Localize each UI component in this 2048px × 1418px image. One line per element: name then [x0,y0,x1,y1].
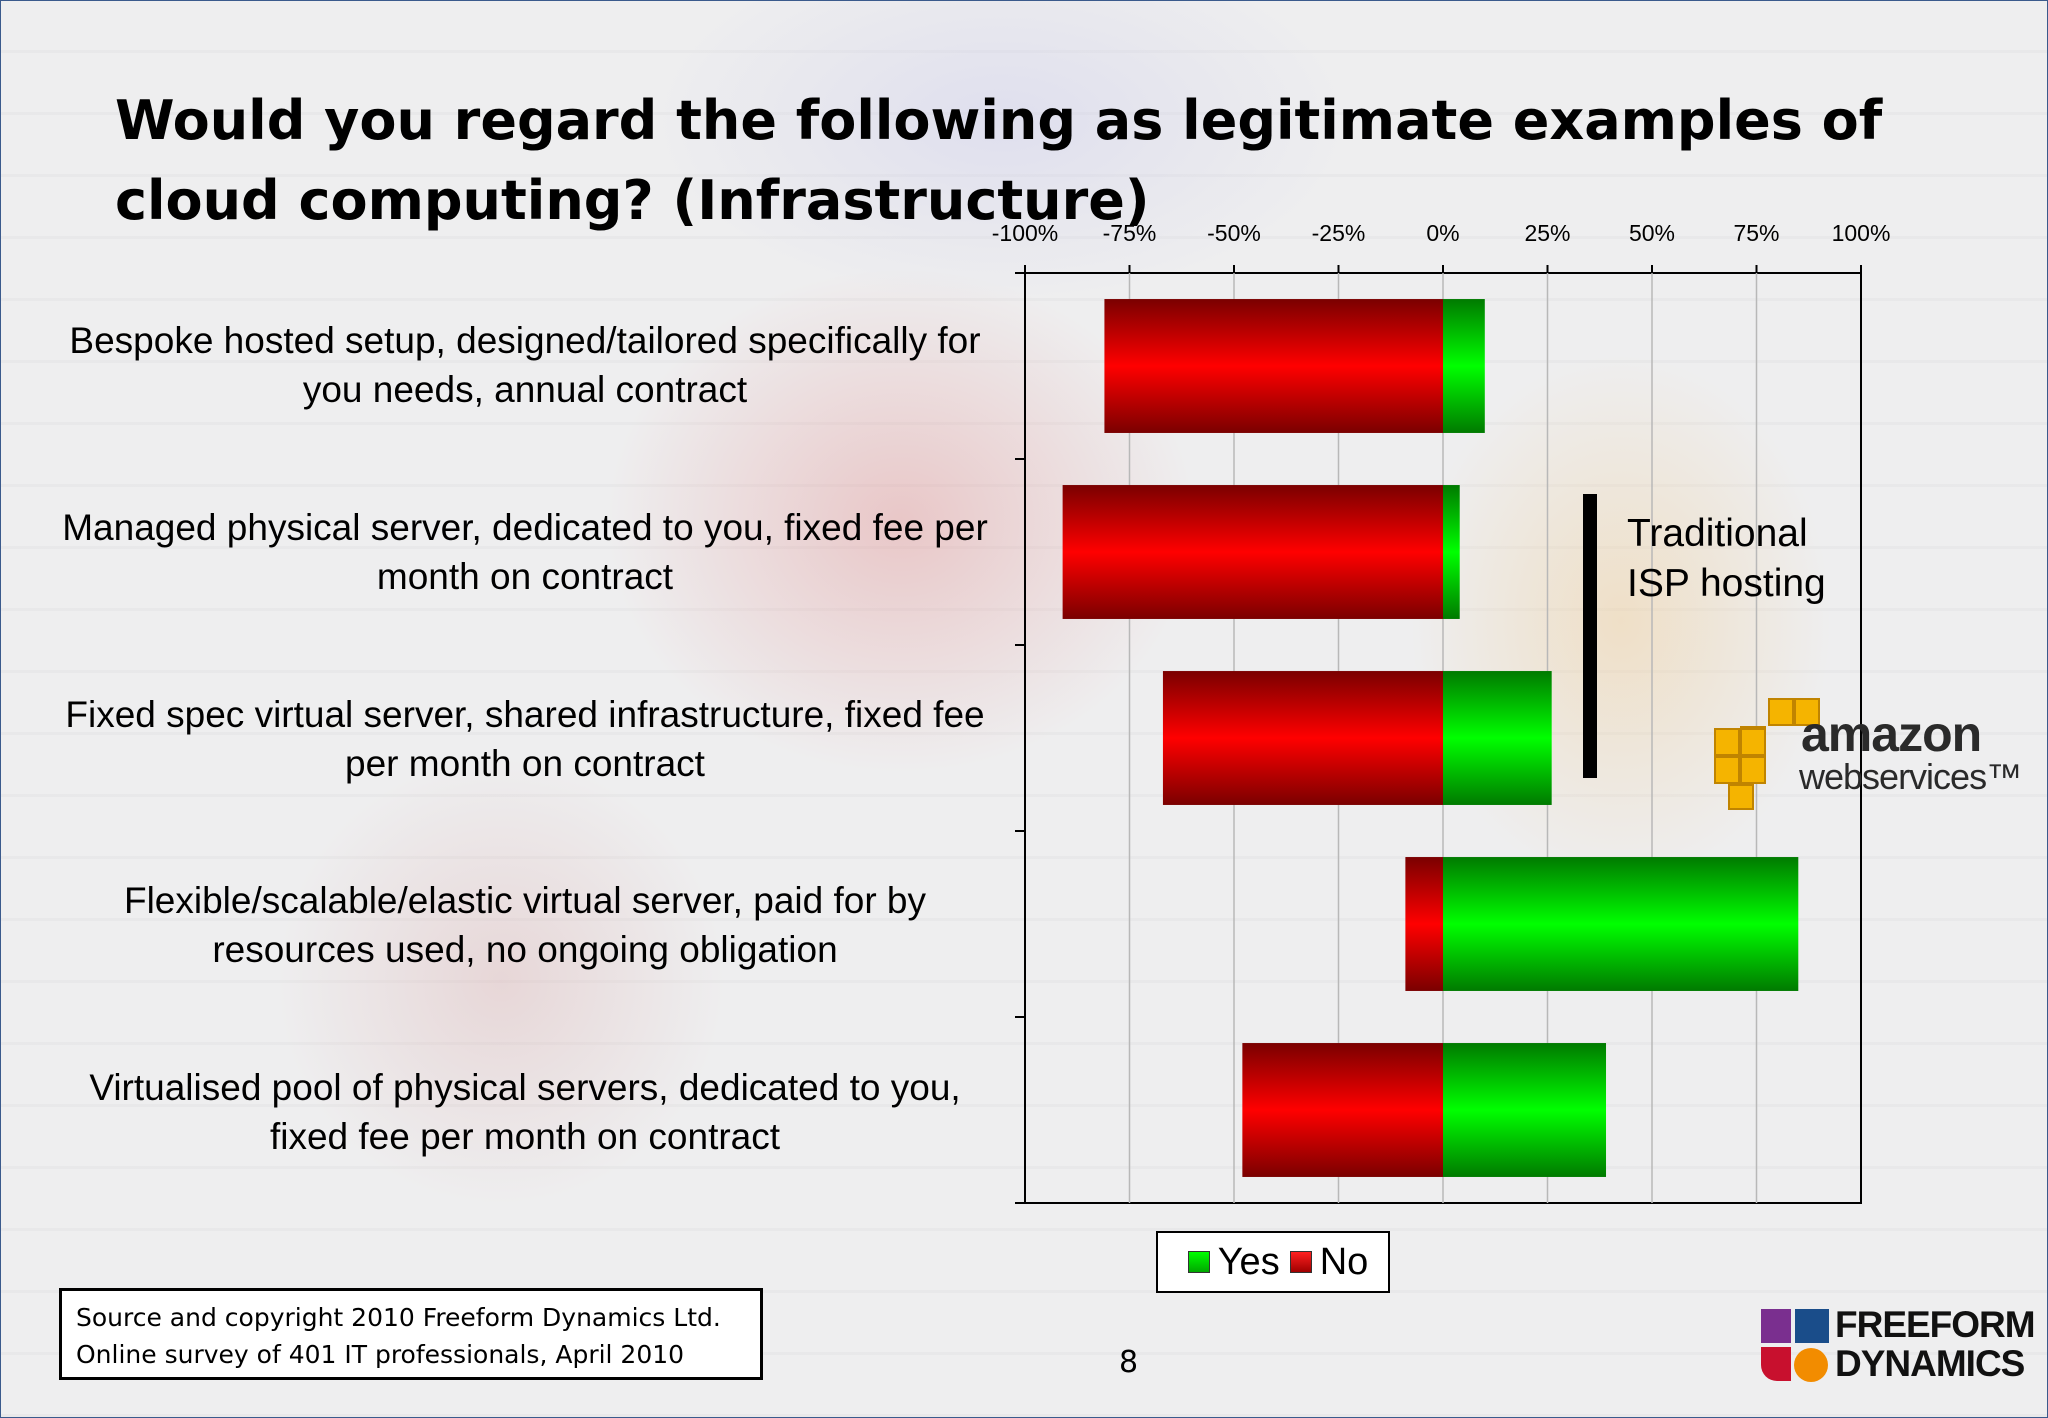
bar-no [1162,671,1443,805]
bar-yes [1443,671,1552,805]
source-line-1: Source and copyright 2010 Freeform Dynam… [76,1303,721,1332]
category-label: Fixed spec virtual server, shared infras… [65,694,985,784]
legend-label-no: No [1319,1240,1369,1283]
bar-no [1405,857,1443,991]
x-tick-label: 25% [1524,220,1570,246]
traditional-isp-annotation: Traditional ISP hosting [1627,509,1857,609]
bar-no [1104,299,1443,433]
legend-swatch-no [1289,1251,1312,1273]
x-tick-label: -50% [1207,220,1261,246]
x-tick-label: 0% [1426,220,1459,246]
bar-yes [1443,299,1485,433]
aws-logo: amazon webservices™ [1701,691,2022,816]
freeform-logo-line-1: FREEFORM [1835,1304,2036,1345]
bar-no [1062,485,1443,619]
freeform-dynamics-logo: FREEFORM DYNAMICS [1759,1305,2036,1385]
x-tick-label: -100% [992,220,1058,246]
aws-logo-amazon-text: amazon [1801,706,1982,762]
aws-logo-services-text: webservices™ [1799,756,2022,797]
category-label: Managed physical server, dedicated to yo… [62,507,988,597]
annotation-text: Traditional ISP hosting [1627,512,1826,605]
category-label: Bespoke hosted setup, designed/tailored … [69,320,981,410]
category-label: Virtualised pool of physical servers, de… [89,1067,961,1157]
page-number: 8 [1119,1345,1139,1380]
x-tick-label: -25% [1312,220,1366,246]
legend-swatch-yes [1187,1251,1210,1273]
x-tick-label: 100% [1832,220,1891,246]
freeform-logo-mark-icon [1761,1309,1829,1382]
x-tick-label: 50% [1629,220,1675,246]
x-tick-label: -75% [1103,220,1157,246]
bar-yes [1443,485,1460,619]
bar-no [1242,1043,1443,1177]
traditional-isp-bracket [1583,494,1597,778]
bar-yes [1443,857,1799,991]
bar-yes [1443,1043,1607,1177]
freeform-logo-line-2: DYNAMICS [1835,1343,2025,1384]
x-tick-label: 75% [1733,220,1779,246]
slide-title: Would you regard the following as legiti… [115,89,1883,232]
source-line-2: Online survey of 401 IT professionals, A… [76,1340,685,1369]
chart-legend: Yes No [1156,1231,1390,1293]
aws-cubes-icon [1714,698,1820,810]
source-note: Source and copyright 2010 Freeform Dynam… [59,1288,763,1380]
category-label: Flexible/scalable/elastic virtual server… [123,880,927,970]
legend-label-yes: Yes [1217,1240,1280,1283]
